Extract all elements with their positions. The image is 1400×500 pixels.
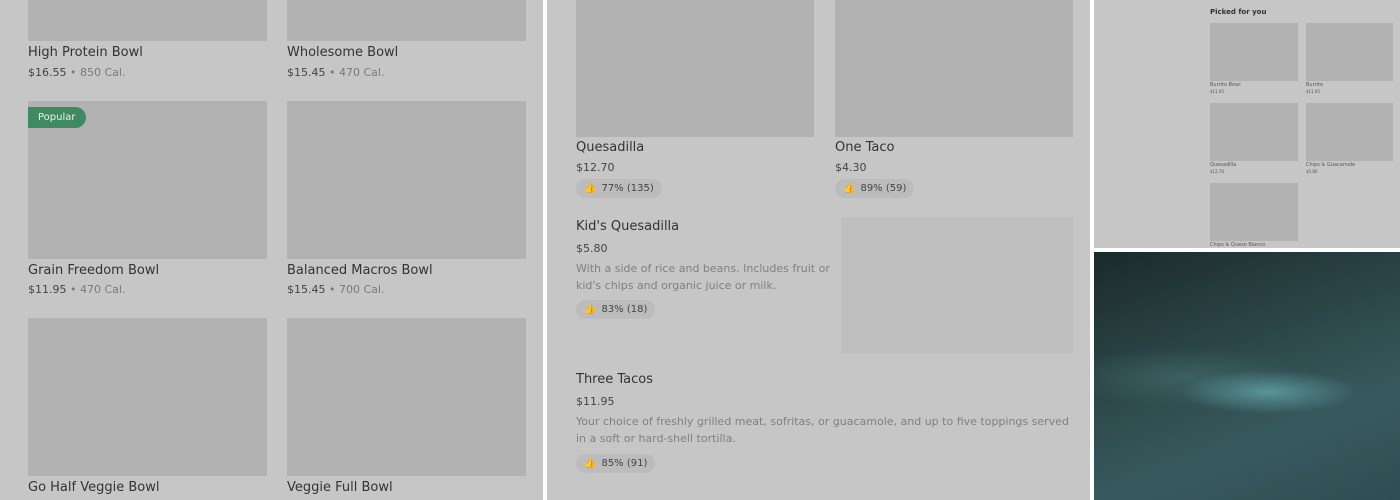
item-price: $15.45 — [287, 283, 326, 296]
middle-menu-panel: Quesadilla $12.70 👍 77% (135) One Taco $4… — [547, 0, 1090, 500]
item-image[interactable] — [287, 0, 526, 41]
item-price: $11.95 — [576, 395, 615, 408]
rating-text: 83% (18) — [601, 304, 648, 315]
section-title: Picked for you — [1210, 8, 1267, 16]
item-name: One Taco — [835, 140, 895, 155]
blurred-photo — [1094, 252, 1400, 500]
item-name: Veggie Full Bowl — [287, 480, 393, 495]
thumbs-up-icon: 👍 — [843, 183, 856, 194]
item-image[interactable] — [576, 0, 814, 137]
item-price: $12.70 — [576, 161, 615, 174]
picked-for-you-panel: Picked for you Burrito Bowl $11.95 Burri… — [1094, 0, 1400, 248]
item-name: Wholesome Bowl — [287, 45, 399, 60]
separator: • — [70, 283, 77, 296]
item-name: Quesadilla — [576, 140, 645, 155]
item-name: Balanced Macros Bowl — [287, 263, 433, 278]
thumbs-up-icon: 👍 — [584, 183, 597, 194]
popular-badge: Popular — [28, 107, 86, 128]
item-calories: 470 Cal. — [80, 283, 126, 296]
item-calories: 470 Cal. — [339, 66, 385, 79]
item-image[interactable] — [1210, 103, 1298, 161]
item-image[interactable] — [835, 0, 1073, 137]
item-image[interactable] — [1306, 23, 1393, 81]
separator: • — [329, 283, 336, 296]
item-image[interactable] — [287, 318, 526, 476]
item-description: With a side of rice and beans. Includes … — [576, 262, 830, 292]
item-price: $12.70 — [1210, 169, 1224, 174]
item-image[interactable] — [28, 318, 267, 476]
item-image[interactable] — [287, 101, 526, 259]
item-name: Three Tacos — [576, 372, 653, 387]
rating-badge: 👍 83% (18) — [576, 300, 656, 319]
item-image[interactable] — [841, 217, 1073, 353]
item-name: Burrito — [1306, 82, 1324, 88]
item-price: $16.55 — [28, 66, 67, 79]
thumbs-up-icon: 👍 — [584, 304, 597, 315]
item-description: Your choice of freshly grilled meat, sof… — [576, 415, 1069, 445]
rating-text: 77% (135) — [601, 183, 654, 194]
rating-text: 89% (59) — [860, 183, 907, 194]
rating-badge: 👍 89% (59) — [835, 179, 915, 198]
item-price-line: $11.95 • 470 Cal. — [28, 283, 125, 296]
item-price: $5.80 — [576, 242, 608, 255]
item-price: $11.95 — [1210, 89, 1224, 94]
item-name: Quesadilla — [1210, 162, 1237, 168]
item-image[interactable] — [1306, 103, 1393, 161]
item-image[interactable] — [1210, 23, 1298, 81]
item-image[interactable] — [1210, 183, 1298, 241]
rating-badge: 👍 77% (135) — [576, 179, 662, 198]
item-image[interactable] — [28, 0, 267, 41]
item-calories: 850 Cal. — [80, 66, 126, 79]
item-price: $5.80 — [1306, 169, 1318, 174]
rating-badge: 👍 85% (91) — [576, 454, 656, 473]
left-menu-panel: High Protein Bowl $16.55 • 850 Cal. Whol… — [0, 0, 543, 500]
separator: • — [329, 66, 336, 79]
item-price: $11.95 — [28, 283, 67, 296]
item-name: Chips & Queso Blanco — [1210, 242, 1266, 248]
rating-text: 85% (91) — [601, 458, 648, 469]
item-price: $15.45 — [287, 66, 326, 79]
item-price-line: $16.55 • 850 Cal. — [28, 66, 125, 79]
item-price: $11.95 — [1306, 89, 1320, 94]
item-name: Kid's Quesadilla — [576, 219, 680, 234]
item-price-line: $15.45 • 470 Cal. — [287, 66, 384, 79]
item-name: Burrito Bowl — [1210, 82, 1241, 88]
separator: • — [70, 66, 77, 79]
item-name: Grain Freedom Bowl — [28, 263, 160, 278]
item-calories: 700 Cal. — [339, 283, 385, 296]
item-name: High Protein Bowl — [28, 45, 143, 60]
item-price: $4.30 — [835, 161, 867, 174]
item-price-line: $15.45 • 700 Cal. — [287, 283, 384, 296]
item-name: Go Half Veggie Bowl — [28, 480, 160, 495]
thumbs-up-icon: 👍 — [584, 458, 597, 469]
item-name: Chips & Guacamole — [1306, 162, 1356, 168]
